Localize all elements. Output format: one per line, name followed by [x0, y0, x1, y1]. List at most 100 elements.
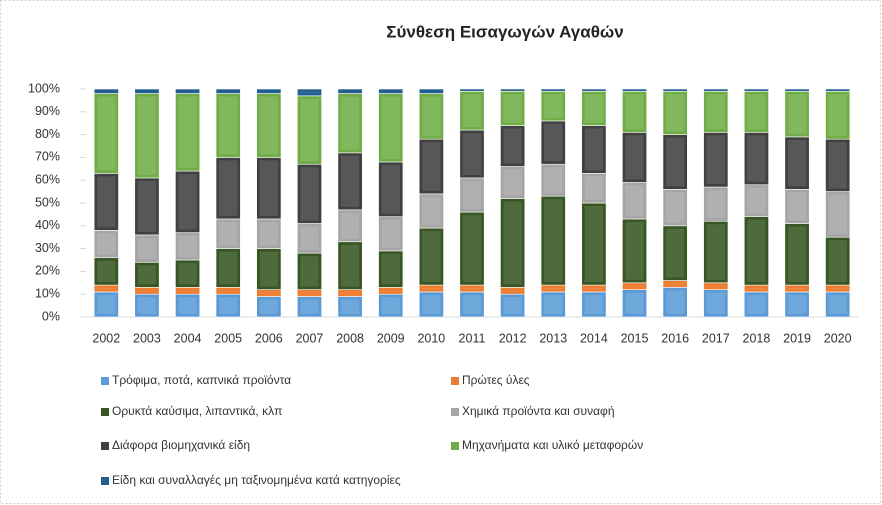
- bar-bevel: [747, 294, 766, 314]
- bar-segment: [256, 157, 282, 220]
- bar-bevel: [178, 174, 197, 230]
- bar-bevel: [584, 176, 604, 200]
- bar-bevel: [381, 219, 400, 248]
- bar-bevel: [665, 228, 685, 278]
- bar-bevel: [462, 133, 482, 175]
- bar-segment: [378, 161, 404, 217]
- bar-bevel: [828, 94, 847, 137]
- bar-bevel: [178, 297, 197, 314]
- legend-swatch: [451, 377, 459, 385]
- legend-swatch: [101, 377, 109, 385]
- bar-bevel: [340, 292, 360, 294]
- bar-segment: [337, 88, 363, 94]
- legend-label: Διάφορα βιομηχανικά είδη: [112, 438, 250, 452]
- bar-bevel: [381, 96, 400, 159]
- bar-segment: [93, 230, 119, 259]
- bar-segment: [93, 93, 119, 174]
- x-tick-label: 2018: [743, 331, 771, 345]
- bar-segment: [418, 93, 444, 140]
- bar-bevel: [706, 135, 725, 185]
- bar-segment: [418, 88, 444, 94]
- bar-segment: [337, 241, 363, 290]
- bar-bevel: [462, 288, 482, 289]
- bar-bevel: [625, 94, 644, 130]
- bar-segment: [134, 177, 160, 236]
- bar-bevel: [747, 219, 766, 283]
- bar-bevel: [828, 194, 847, 235]
- legend-swatch: [451, 442, 459, 450]
- x-tick-label: 2012: [499, 331, 527, 345]
- y-tick-label: 60%: [35, 172, 60, 186]
- bar-bevel: [625, 135, 644, 180]
- bar-segment: [703, 220, 729, 284]
- bar-segment: [93, 88, 119, 94]
- y-tick-label: 40%: [35, 218, 60, 232]
- bar-bevel: [381, 253, 400, 285]
- bar-bevel: [787, 192, 807, 221]
- bar-bevel: [544, 123, 563, 162]
- x-tick-label: 2009: [377, 331, 405, 345]
- bar-bevel: [300, 256, 319, 287]
- bar-bevel: [97, 233, 116, 255]
- bar-bevel: [828, 142, 847, 189]
- bar-bevel: [137, 297, 157, 314]
- bar-segment: [662, 287, 688, 318]
- bar-segment: [622, 182, 648, 220]
- bar-bevel: [340, 244, 360, 287]
- bar-segment: [581, 88, 607, 92]
- bar-bevel: [706, 292, 725, 314]
- bar-bevel: [219, 96, 238, 155]
- bar-bevel: [503, 290, 522, 292]
- bar-segment: [337, 93, 363, 154]
- bar-segment: [662, 134, 688, 190]
- bar-bevel: [422, 294, 441, 314]
- bar-segment: [459, 177, 485, 213]
- bar-bevel: [462, 215, 482, 283]
- bar-segment: [784, 189, 810, 224]
- x-tick-label: 2007: [296, 331, 324, 345]
- bar-bevel: [300, 167, 319, 221]
- x-tick-label: 2013: [539, 331, 567, 345]
- bar-segment: [743, 216, 769, 286]
- bar-segment: [296, 252, 322, 290]
- bar-segment: [540, 163, 566, 197]
- bar-bevel: [178, 96, 197, 169]
- bar-bevel: [462, 180, 482, 210]
- bar-segment: [378, 93, 404, 163]
- bar-segment: [378, 216, 404, 252]
- bar-segment: [459, 291, 485, 318]
- bar-bevel: [300, 226, 319, 251]
- bar-bevel: [462, 94, 482, 128]
- bar-segment: [825, 191, 851, 238]
- bar-bevel: [381, 290, 400, 292]
- bar-bevel: [422, 288, 441, 289]
- bar-segment: [134, 261, 160, 288]
- legend-label: Είδη και συναλλαγές μη ταξινομημένα κατά…: [112, 473, 401, 487]
- bar-bevel: [544, 294, 563, 314]
- legend-label: Πρώτες ύλες: [462, 373, 530, 387]
- bar-bevel: [665, 137, 685, 187]
- bar-bevel: [503, 169, 522, 196]
- bar-bevel: [300, 98, 319, 162]
- bar-segment: [256, 93, 282, 158]
- bar-bevel: [422, 196, 441, 226]
- bar-segment: [500, 125, 526, 167]
- legend-label: Τρόφιμα, ποτά, καπνικά προϊόντα: [112, 373, 291, 387]
- bar-segment: [825, 291, 851, 318]
- bar-segment: [175, 232, 201, 261]
- bar-bevel: [340, 299, 360, 314]
- bar-bevel: [625, 292, 644, 314]
- bar-segment: [825, 90, 851, 140]
- bar-segment: [215, 88, 241, 94]
- bar-segment: [418, 291, 444, 318]
- bar-segment: [784, 291, 810, 318]
- bar-bevel: [300, 299, 319, 314]
- bar-bevel: [137, 290, 157, 292]
- bar-bevel: [665, 192, 685, 223]
- bar-bevel: [340, 96, 360, 150]
- bar-segment: [500, 198, 526, 288]
- bar-segment: [215, 93, 241, 158]
- bar-segment: [175, 170, 201, 233]
- bar-bevel: [178, 263, 197, 285]
